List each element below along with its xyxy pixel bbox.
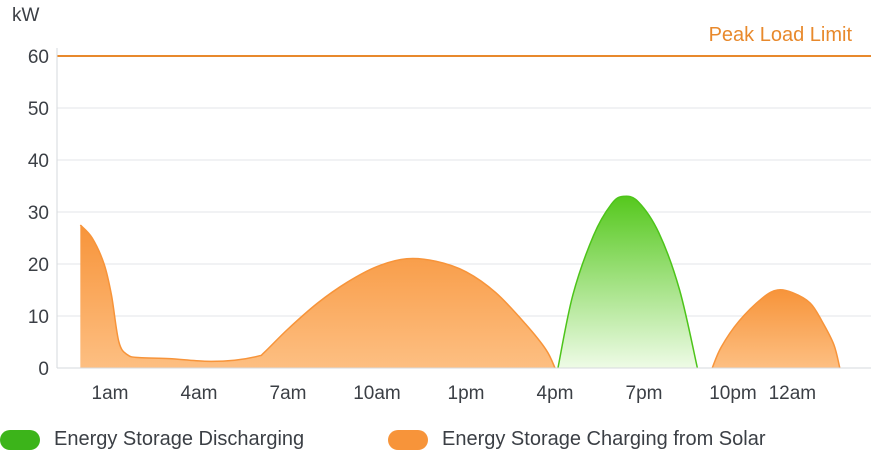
y-tick-label-60: 60 (28, 47, 49, 68)
legend-item-discharging[interactable]: Energy Storage Discharging (0, 428, 304, 451)
x-tick-label-10pm: 10pm (709, 383, 757, 404)
y-tick-label-50: 50 (28, 99, 49, 120)
x-tick-label-7pm: 7pm (626, 383, 663, 404)
x-tick-label-12am: 12am (769, 383, 817, 404)
peak-load-limit-label: Peak Load Limit (709, 24, 853, 46)
line-energy-storage-charging-from-solar-0 (79, 224, 556, 369)
line-energy-storage-charging-from-solar-1 (711, 288, 841, 369)
legend-label-discharging: Energy Storage Discharging (54, 428, 305, 450)
x-tick-label-1pm: 1pm (448, 383, 485, 404)
series-areas (79, 195, 841, 369)
y-axis-title: kW (12, 5, 40, 26)
y-tick-label-40: 40 (28, 151, 49, 172)
area-energy-storage-charging-from-solar-1 (712, 289, 840, 368)
area-energy-storage-discharging-0 (557, 196, 698, 368)
legend-item-charging[interactable]: Energy Storage Charging from Solar (388, 428, 766, 451)
y-tick-label-0: 0 (38, 359, 49, 380)
legend: Energy Storage Discharging Energy Storag… (0, 428, 873, 458)
chart-plot-area: Peak Load Limit 0 10 20 30 40 50 60 kW 1am 4am 7am… (12, 5, 871, 404)
x-tick-label-7am: 7am (270, 383, 307, 404)
legend-label-charging: Energy Storage Charging from Solar (442, 428, 766, 450)
x-tick-label-4am: 4am (181, 383, 218, 404)
x-tick-label-1am: 1am (92, 383, 129, 404)
y-tick-label-30: 30 (28, 203, 49, 224)
x-tick-label-10am: 10am (353, 383, 401, 404)
x-tick-label-4pm: 4pm (537, 383, 574, 404)
y-tick-label-10: 10 (28, 307, 49, 328)
line-energy-storage-discharging-0 (557, 195, 699, 369)
area-energy-storage-charging-from-solar-0 (80, 225, 555, 368)
legend-swatch-discharging (0, 429, 40, 450)
y-tick-label-20: 20 (28, 255, 49, 276)
legend-swatch-charging (388, 429, 428, 450)
axes: 0 10 20 30 40 50 60 kW 1am 4am 7am 10am 1pm 4pm 7pm 10p… (12, 5, 871, 404)
reference-line-group: Peak Load Limit (57, 24, 871, 57)
